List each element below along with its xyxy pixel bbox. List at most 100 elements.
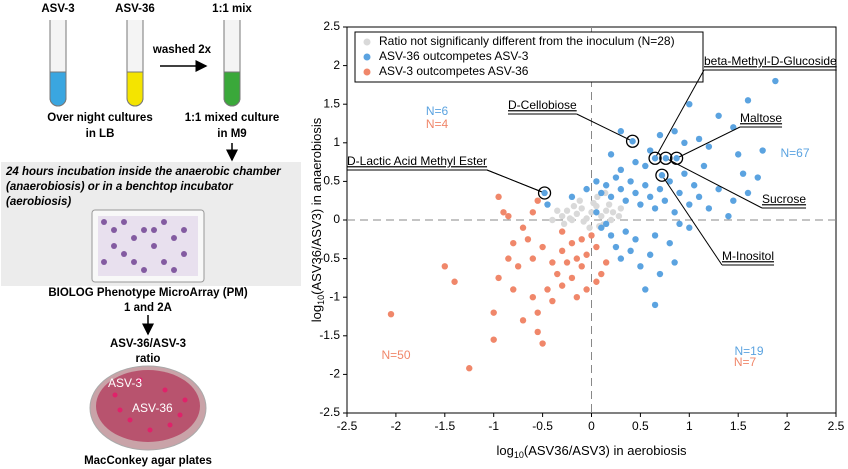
point: [514, 263, 522, 270]
point: [598, 270, 605, 278]
colonies: [112, 377, 188, 433]
point: [617, 255, 625, 262]
highlight-point: [673, 155, 680, 162]
tube-label: ASV-36: [115, 3, 155, 15]
leader-line: [486, 169, 545, 194]
point: [573, 210, 581, 218]
legend-box: [354, 31, 704, 83]
point: [524, 236, 532, 243]
point: [646, 193, 654, 201]
x-tick-label: 2: [784, 419, 791, 433]
point: [681, 170, 688, 177]
y-tick-label: -2.5: [319, 405, 340, 419]
point: [715, 185, 722, 193]
point: [656, 131, 664, 139]
x-tick-label: 1: [686, 419, 693, 433]
leader-line: [661, 174, 723, 266]
x-tick-label: 2.5: [828, 419, 845, 433]
point: [609, 209, 617, 216]
point: [637, 201, 644, 208]
point: [566, 215, 574, 222]
y-tick-label: 0: [333, 212, 340, 226]
point: [539, 340, 546, 347]
highlight-ring: [659, 151, 673, 165]
count-label: N=7: [734, 355, 757, 369]
point: [563, 207, 571, 214]
x-tick-label: 0: [588, 419, 595, 433]
point: [529, 255, 537, 262]
point: [617, 205, 625, 212]
point: [615, 212, 623, 220]
point: [632, 158, 639, 166]
point: [529, 294, 537, 301]
step-label: MacConkey agar plates: [84, 455, 212, 467]
point: [739, 170, 747, 177]
point: [588, 209, 595, 216]
x-axis-title-part: 10: [514, 450, 524, 460]
point: [642, 286, 649, 293]
point: [671, 209, 678, 216]
point: [519, 224, 527, 231]
point: [519, 317, 527, 324]
point: [651, 205, 659, 212]
step-label: in LB: [86, 128, 115, 140]
step-label: in M9: [217, 128, 246, 140]
point: [705, 205, 713, 212]
point: [686, 201, 693, 208]
point: [772, 77, 779, 85]
box-text: (anaerobiosis) or in a benchtop incubato…: [6, 181, 233, 193]
point: [725, 212, 732, 220]
y-tick-label: -1.5: [319, 328, 340, 342]
point: [651, 232, 659, 239]
point: [715, 112, 722, 119]
y-tick-label: -2: [329, 367, 340, 381]
point: [632, 189, 639, 197]
step-label: Over night cultures: [47, 112, 152, 124]
point: [549, 297, 556, 305]
point: [671, 128, 678, 135]
annotation-label: D-Cellobiose: [508, 98, 577, 112]
point: [605, 201, 613, 208]
point: [554, 270, 561, 278]
point: [695, 193, 703, 201]
point: [590, 199, 597, 207]
y-axis-title: log10(ASV36/ASV3) in anaerobiosis: [309, 117, 326, 322]
point: [594, 193, 601, 201]
point: [598, 189, 605, 197]
step-label: ratio: [136, 353, 161, 365]
point: [612, 174, 620, 181]
point: [642, 162, 649, 170]
left-diagram: ASV-3 ASV-36 1:1 mix washed 2x Over nigh…: [1, 3, 301, 467]
tubes: [49, 20, 241, 107]
point: [573, 294, 581, 301]
point: [646, 147, 654, 154]
x-axis-title: log10(ASV36/ASV3) in aerobiosis: [497, 443, 687, 460]
point: [598, 224, 605, 231]
point: [534, 197, 541, 204]
highlight-point: [629, 138, 636, 145]
point: [705, 143, 713, 150]
point: [495, 274, 502, 282]
point: [651, 301, 659, 309]
point: [730, 197, 737, 204]
point: [617, 166, 625, 174]
leader-line: [654, 69, 705, 159]
point: [570, 202, 578, 210]
point: [490, 336, 497, 343]
point: [602, 207, 610, 214]
point: [568, 193, 576, 201]
point: [560, 220, 568, 228]
leader-line: [576, 113, 633, 142]
point: [593, 278, 600, 285]
highlight-ring: [537, 186, 552, 200]
highlight-point: [662, 155, 670, 162]
biolog-plate: [91, 209, 205, 283]
y-tick-label: -0.5: [319, 251, 340, 265]
point: [607, 151, 615, 158]
point: [495, 193, 502, 201]
point: [617, 128, 625, 135]
x-tick-label: -2: [391, 419, 402, 433]
point: [583, 286, 590, 293]
highlight-ring: [655, 168, 669, 182]
legend-marker: [363, 68, 371, 76]
